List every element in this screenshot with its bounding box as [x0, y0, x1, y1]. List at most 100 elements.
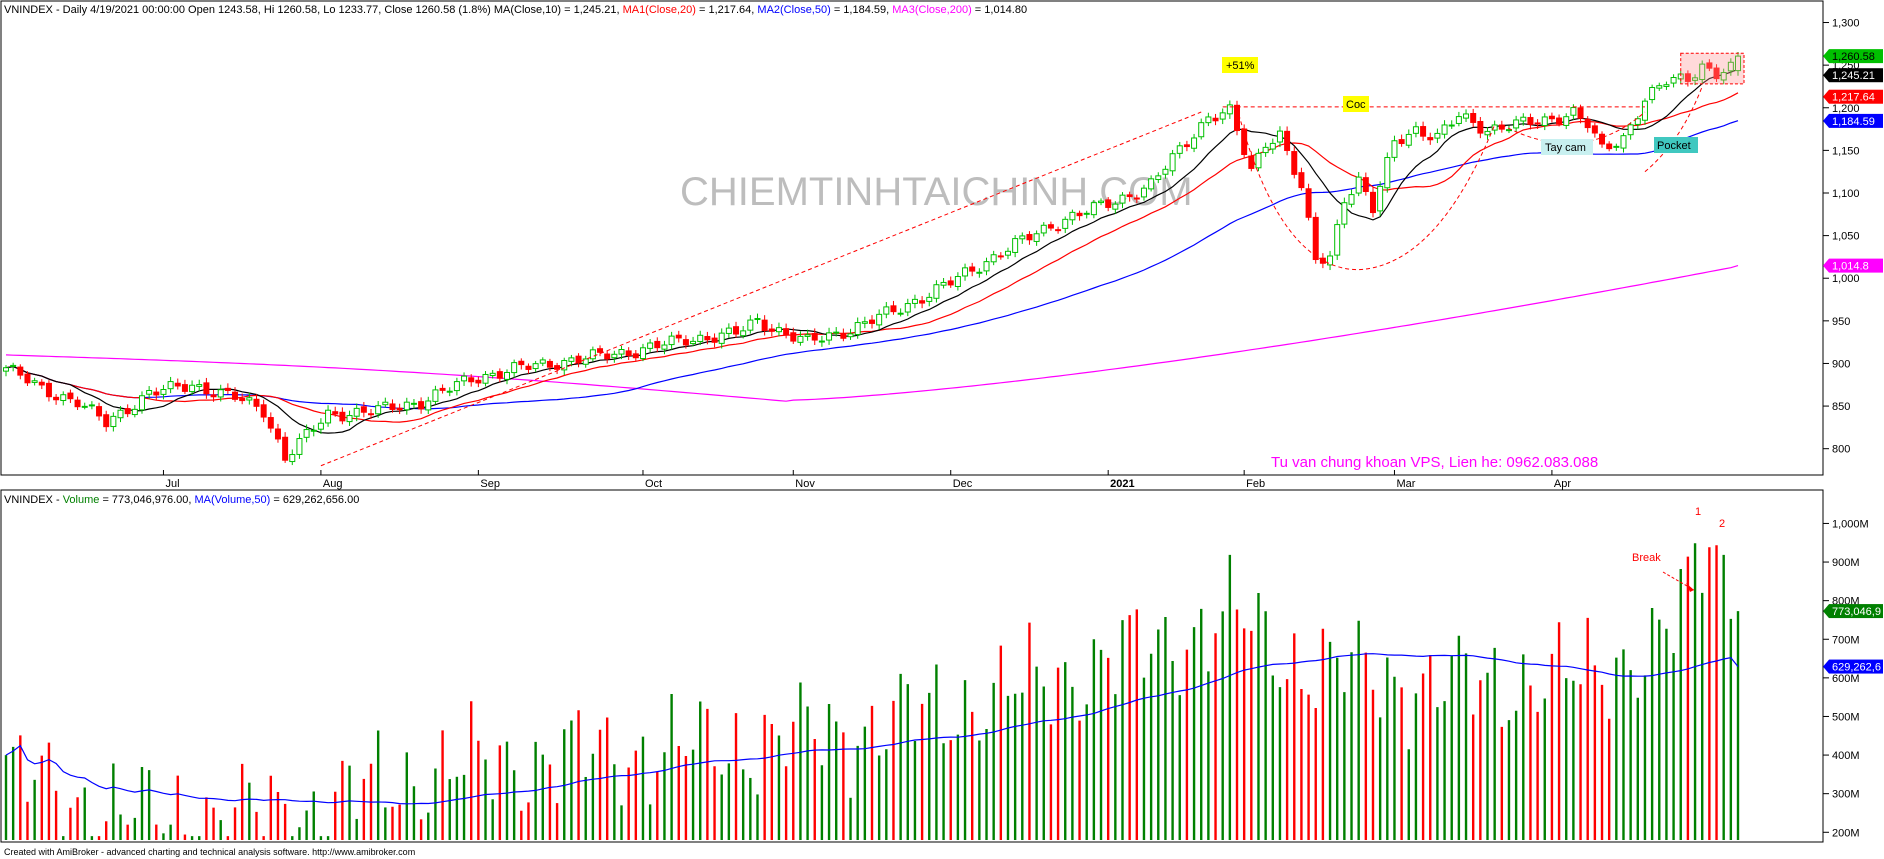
vol-header-ma-val: = 629,262,656.00: [273, 494, 359, 506]
candle-up: [1004, 250, 1011, 256]
volume-tick-label: 500M: [1832, 711, 1860, 723]
candle-up: [1377, 185, 1384, 212]
candle-up: [1140, 187, 1147, 198]
price-badges: 1,260.58 1,245.21 1,217.64 1,184.59 1,014.8: [1823, 49, 1883, 273]
tay-cam-label-bg: [1541, 139, 1593, 155]
candle-down: [360, 406, 367, 413]
coc-label-bg: [1343, 96, 1369, 112]
candle-up: [446, 390, 453, 393]
candle-up: [1062, 218, 1069, 229]
candle-up: [1513, 119, 1520, 129]
price-badge-label: 1,217.64: [1832, 92, 1875, 104]
candle-up: [833, 331, 840, 334]
candle-up: [818, 340, 825, 343]
candle-down: [1548, 115, 1555, 120]
header-ma200-val: = 1,014.80: [975, 4, 1027, 16]
candle-down: [468, 377, 475, 383]
candle-down: [496, 371, 503, 379]
volume-ma-line: [5, 653, 1739, 805]
candle-up: [1334, 224, 1341, 256]
candle-down: [1047, 224, 1054, 229]
candle-up: [983, 261, 990, 272]
ma200-path: [5, 265, 1739, 402]
candle-down: [597, 348, 604, 353]
candle-down: [53, 396, 60, 401]
candle-up: [1491, 124, 1498, 131]
candle-up: [904, 303, 911, 313]
candle-down: [625, 350, 632, 357]
candle-down: [1133, 197, 1140, 200]
candle-up: [1405, 133, 1412, 146]
candle-up: [1033, 233, 1040, 242]
candle-down: [332, 411, 339, 415]
candle-up: [403, 401, 410, 411]
month-tick-label: Oct: [645, 478, 662, 490]
volume-tick-label: 400M: [1832, 750, 1860, 762]
candle-up: [382, 401, 389, 406]
candle-down: [1684, 73, 1691, 82]
candle-up: [1226, 104, 1233, 115]
candle-up: [933, 284, 940, 299]
candle-up: [1649, 87, 1656, 101]
price-tick-label: 950: [1832, 316, 1850, 328]
tay-cam-label: Tay cam: [1545, 142, 1586, 154]
price-tick-label: 900: [1832, 358, 1850, 370]
price-tick-label: 1,200: [1832, 103, 1860, 115]
volume-tick-label: 200M: [1832, 827, 1860, 839]
candle-up: [690, 340, 697, 345]
candle-up: [661, 344, 668, 350]
candle-up: [88, 404, 95, 407]
candle-down: [396, 407, 403, 411]
volume-badge-arrow: [1823, 604, 1829, 619]
candle-down: [654, 340, 661, 349]
candle-up: [482, 373, 489, 384]
month-tick-label: Nov: [795, 478, 815, 490]
candle-up: [1262, 146, 1269, 154]
candle-up: [854, 322, 861, 336]
candle-down: [518, 360, 525, 366]
price-tick-label: 1,050: [1832, 231, 1860, 243]
candle-down: [1470, 113, 1477, 123]
candle-down: [1591, 125, 1598, 134]
candle-up: [1098, 200, 1105, 204]
header-ma200: MA3(Close,200): [892, 4, 971, 16]
candle-down: [124, 408, 131, 415]
candle-down: [1706, 62, 1713, 69]
candle-down: [1026, 234, 1033, 241]
candle-up: [532, 363, 539, 370]
candle-up: [589, 349, 596, 360]
candle-down: [1398, 139, 1405, 145]
price-tick-label: 1,000: [1832, 273, 1860, 285]
candle-up: [1069, 211, 1076, 221]
candle-up: [160, 388, 167, 395]
candle-down: [181, 384, 188, 392]
candle-down: [1241, 128, 1248, 155]
candle-down: [67, 392, 74, 400]
ma20-path: [5, 92, 1739, 423]
ma50-line: [5, 120, 1739, 410]
candle-down: [1298, 172, 1305, 189]
price-tick-label: 850: [1832, 401, 1850, 413]
candle-up: [926, 296, 933, 302]
candle-up: [568, 357, 575, 362]
candle-down: [96, 406, 103, 417]
volume-bars: [4, 543, 1740, 840]
price-badge-label: 1,260.58: [1832, 51, 1875, 63]
candle-down: [17, 366, 24, 376]
candle-up: [310, 429, 317, 432]
candle-down: [1305, 188, 1312, 218]
month-tick-label: 2021: [1110, 478, 1134, 490]
pocket-curve: [1644, 86, 1703, 173]
candle-up: [1205, 116, 1212, 124]
candle-up: [697, 334, 704, 342]
candle-up: [1384, 157, 1391, 189]
candle-up: [425, 400, 432, 411]
ma200-line: [5, 265, 1739, 402]
candle-up: [60, 394, 67, 401]
month-tick-label: Sep: [480, 478, 500, 490]
candle-up: [747, 319, 754, 331]
candle-up: [754, 318, 761, 321]
candle-up: [432, 389, 439, 402]
candle-up: [1656, 85, 1663, 89]
